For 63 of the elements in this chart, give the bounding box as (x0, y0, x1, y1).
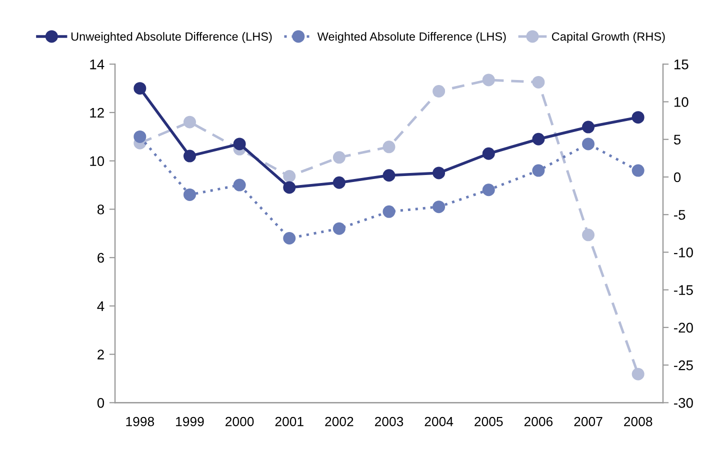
point (134, 130, 146, 143)
point (332, 222, 346, 235)
point (183, 150, 196, 162)
legend-label: Weighted Absolute Difference (LHS) (317, 32, 506, 44)
y2-tick-label: 10 (674, 97, 688, 107)
x-tick-label: 2001 (275, 416, 304, 426)
point (283, 181, 296, 194)
point (582, 120, 595, 134)
point (432, 200, 446, 214)
point (532, 76, 545, 88)
y-tick-label: 4 (97, 301, 104, 311)
x-tick-label: 2002 (325, 416, 354, 426)
point (632, 368, 644, 380)
y2-tick-label: -25 (674, 360, 693, 370)
point (283, 170, 296, 182)
y2-tick-label: 0 (674, 172, 681, 182)
y-tick-label: 6 (98, 252, 104, 263)
point (482, 74, 495, 86)
x-tick-label: 2005 (474, 416, 503, 426)
y-tick-label: 8 (97, 204, 104, 214)
point (233, 178, 246, 192)
point (582, 228, 595, 242)
x-tick-label: 2008 (624, 416, 652, 426)
point (482, 147, 495, 160)
y-tick-label: 10 (90, 156, 104, 166)
y2-tick-label: -30 (674, 398, 693, 408)
y-tick-label: 2 (98, 350, 104, 360)
y-tick-label: 0 (97, 398, 104, 408)
y2-tick-label: 5 (674, 134, 681, 145)
y2-tick-label: 15 (674, 60, 688, 70)
legend-label: Unweighted Absolute Difference (LHS) (71, 32, 272, 44)
x-tick-label: 2006 (524, 416, 553, 426)
x-tick-label: 1998 (126, 416, 154, 426)
x-tick-label: 2007 (574, 416, 602, 426)
x-tick-label: 2004 (424, 416, 454, 426)
point (632, 111, 644, 124)
x-tick-label: 1999 (176, 416, 204, 426)
point (382, 169, 396, 182)
point (332, 151, 346, 164)
point (233, 138, 246, 150)
point (283, 232, 296, 244)
point (183, 188, 196, 201)
point (432, 84, 446, 98)
y2-tick-label: -15 (674, 285, 693, 296)
point (432, 166, 446, 180)
y2-tick-label: -10 (674, 248, 693, 258)
point (382, 140, 396, 154)
y-tick-label: 14 (90, 60, 104, 70)
point (382, 205, 396, 218)
y-tick-label: 12 (90, 108, 104, 118)
point (332, 176, 346, 189)
legend-label: Capital Growth (RHS) (552, 32, 665, 44)
point (532, 132, 545, 146)
x-tick-label: 2003 (374, 416, 404, 426)
point (183, 116, 196, 128)
point (134, 82, 146, 95)
point (632, 164, 644, 177)
point (582, 138, 595, 150)
point (532, 164, 545, 177)
x-tick-label: 2000 (226, 416, 254, 426)
y2-tick-label: -20 (674, 322, 693, 333)
point (482, 184, 495, 196)
y2-tick-label: -5 (674, 210, 686, 220)
